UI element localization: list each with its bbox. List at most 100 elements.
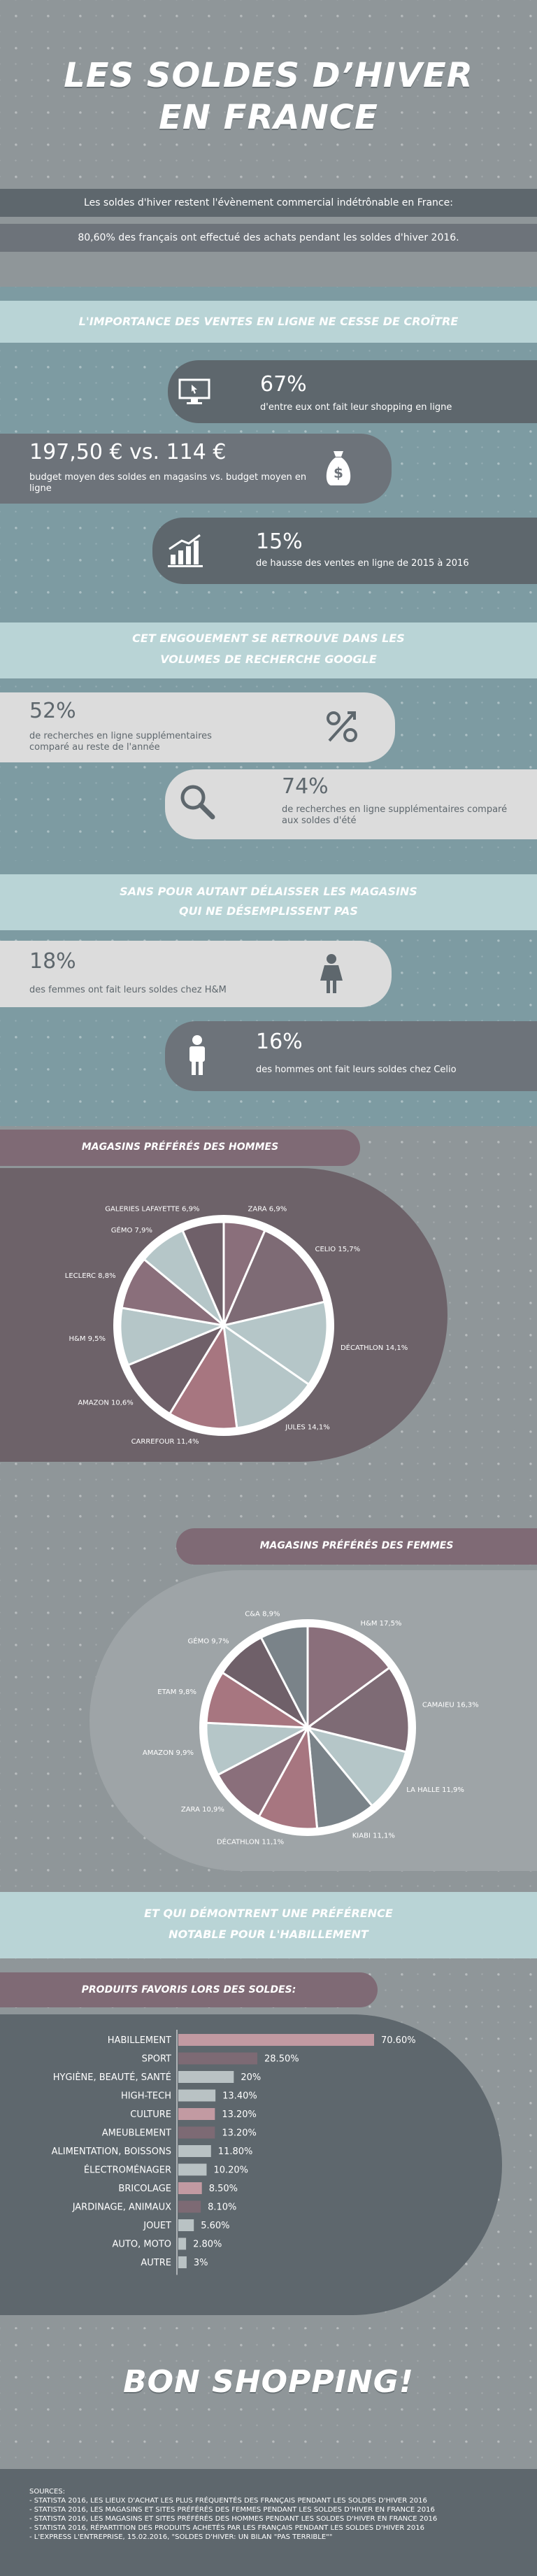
source-item: - STATISTA 2016, LES LIEUX D'ACHAT LES P… <box>29 2497 427 2505</box>
bar-value-label: 13.20% <box>222 2109 257 2120</box>
bar-value-label: 3% <box>194 2258 208 2268</box>
pie-label: H&M 9,5% <box>69 1335 106 1343</box>
bar <box>178 2237 187 2250</box>
men-pie-chart: ZARA 6,9% CELIO 15,7% DÉCATHLON 14,1% JULES… <box>65 1206 408 1446</box>
footer-title: BON SHOPPING! <box>123 2364 414 2400</box>
source-item: - STATISTA 2016, RÉPARTITION DES PRODUIT… <box>29 2524 424 2532</box>
bar-category-label: ÉLECTROMÉNAGER <box>84 2165 171 2176</box>
pie-slice <box>259 1625 309 1728</box>
women-pie-chart: H&M 17,5% CAMAIEU 16,3% LA HALLE 11,9% KIAB… <box>143 1611 479 1846</box>
bar-category-label: BRICOLAGE <box>118 2184 171 2194</box>
online-stat1-value: 67% <box>260 372 307 397</box>
stores-banner: SANS POUR AUTANT DÉLAISSER LES MAGASINS … <box>0 874 537 930</box>
clothing-banner-line1: ET QUI DÉMONTRENT UNE PRÉFÉRENCE <box>144 1907 393 1920</box>
google-banner-line1: CET ENGOUEMENT SE RETROUVE DANS LES <box>132 632 405 645</box>
pie-slice <box>305 1666 410 1753</box>
woman-icon <box>308 950 355 997</box>
bar-category-label: AUTO, MOTO <box>113 2240 171 2250</box>
bar-category-label: JOUET <box>143 2221 171 2231</box>
stores-stat2-pill <box>165 1021 537 1091</box>
bar <box>178 2071 234 2083</box>
pie-label: GÉMO 9,7% <box>188 1636 229 1645</box>
pie-label: KIABI 11,1% <box>352 1832 395 1840</box>
google-stat2-text: de recherches en ligne supplémentaires c… <box>282 804 508 826</box>
bar-category-label: AUTRE <box>141 2258 171 2268</box>
bar-category-label: SPORT <box>142 2054 171 2065</box>
pie-label: LA HALLE 11,9% <box>406 1786 464 1794</box>
stores-stat2-value: 16% <box>256 1030 303 1054</box>
pie-label: AMAZON 9,9% <box>143 1749 194 1757</box>
pie-slice <box>168 1322 238 1430</box>
bar <box>178 2089 216 2102</box>
intro-line2: 80,60% des français ont effectué des ach… <box>78 232 459 243</box>
source-item: - L'EXPRESS L'ENTREPRISE, 15.02.2016, "S… <box>29 2533 333 2541</box>
bar-category-label: HABILLEMENT <box>108 2035 171 2046</box>
pie-slice <box>216 1725 310 1819</box>
stores-banner-line2: QUI NE DÉSEMPLISSENT PAS <box>179 904 358 918</box>
google-banner: CET ENGOUEMENT SE RETROUVE DANS LES VOLU… <box>0 622 537 678</box>
google-stat1-value: 52% <box>29 699 76 723</box>
intro-line1-bg <box>0 189 537 217</box>
clothing-banner: ET QUI DÉMONTRENT UNE PRÉFÉRENCE NOTABLE… <box>0 1892 537 1958</box>
online-stat1-text: d'entre eux ont fait leur shopping en li… <box>260 402 452 413</box>
pie-label: JULES 14,1% <box>285 1423 329 1431</box>
pie-slice <box>221 1300 329 1386</box>
bar-value-label: 8.10% <box>208 2203 236 2213</box>
google-stat2-pill <box>165 769 537 839</box>
pie-slice <box>127 1323 227 1416</box>
svg-text:$: $ <box>334 464 343 481</box>
bar <box>178 2034 374 2046</box>
men-title: MAGASINS PRÉFÉRÉS DES HOMMES <box>81 1141 279 1153</box>
pie-label: GÉMO 7,9% <box>111 1225 152 1234</box>
bar-value-label: 5.60% <box>201 2221 229 2231</box>
bar-value-label: 20% <box>241 2072 261 2083</box>
page-title-line1: LES SOLDES D’HIVER <box>64 56 473 95</box>
bar <box>178 2182 202 2194</box>
google-stat1-text: de recherches en ligne supplémentaires c… <box>29 731 212 753</box>
pie-label: ZARA 6,9% <box>248 1206 287 1214</box>
women-title: MAGASINS PRÉFÉRÉS DES FEMMES <box>259 1540 454 1551</box>
intro-line2-bg <box>0 224 537 252</box>
bar <box>178 2052 258 2065</box>
header-section: LES SOLDES D’HIVER EN FRANCE <box>0 0 537 182</box>
pie-label: DÉCATHLON 11,1% <box>217 1837 284 1846</box>
pie-label: ZARA 10,9% <box>181 1806 224 1814</box>
pie-label: GALERIES LAFAYETTE 6,9% <box>105 1206 199 1214</box>
google-banner-line2: VOLUMES DE RECHERCHE GOOGLE <box>160 653 377 666</box>
pie-label: H&M 17,5% <box>361 1620 402 1628</box>
products-title-pill <box>0 1972 378 2007</box>
source-item: - STATISTA 2016, LES MAGASINS ET SITES P… <box>29 2515 438 2523</box>
bar-value-label: 10.20% <box>213 2165 248 2176</box>
clothing-banner-line2: NOTABLE POUR L'HABILLEMENT <box>169 1928 368 1941</box>
sources-list: - STATISTA 2016, LES LIEUX D'ACHAT LES P… <box>29 2496 519 2542</box>
online-banner-text: L'IMPORTANCE DES VENTES EN LIGNE NE CESS… <box>78 315 459 328</box>
bar <box>178 2126 215 2139</box>
pie-slice <box>257 1723 319 1830</box>
magnifier-icon <box>173 778 221 825</box>
computer-icon <box>171 368 218 415</box>
online-stat2-value: 197,50 € vs. 114 € <box>29 440 227 464</box>
pie-slice <box>222 1323 310 1430</box>
bar-value-label: 13.20% <box>222 2128 257 2139</box>
growth-chart-icon <box>162 527 210 574</box>
google-stat2-value: 74% <box>282 774 329 799</box>
pie-label: DÉCATHLON 14,1% <box>341 1343 408 1352</box>
intro-line1: Les soldes d'hiver restent l'évènement c… <box>84 197 453 208</box>
money-bag-icon: $ <box>315 444 362 492</box>
bar <box>178 2145 211 2157</box>
online-banner: L'IMPORTANCE DES VENTES EN LIGNE NE CESS… <box>0 301 537 343</box>
pie-label: C&A 8,9% <box>245 1611 280 1618</box>
stores-stat1-value: 18% <box>29 949 76 974</box>
percent-icon <box>318 703 366 750</box>
sources-bg <box>0 2469 537 2576</box>
bar-category-label: ALIMENTATION, BOISSONS <box>52 2147 171 2157</box>
bar <box>178 2163 207 2176</box>
bar-value-label: 8.50% <box>209 2184 238 2194</box>
bar <box>178 2256 187 2268</box>
men-title-pill <box>0 1130 360 1166</box>
pie-slice <box>181 1221 225 1326</box>
intro-section: Les soldes d'hiver restent l'évènement c… <box>0 182 537 287</box>
products-title: PRODUITS FAVORIS LORS DES SOLDES: <box>81 1984 296 1995</box>
pie-label: LECLERC 8,8% <box>65 1272 116 1280</box>
online-stat2-pill <box>0 434 392 504</box>
